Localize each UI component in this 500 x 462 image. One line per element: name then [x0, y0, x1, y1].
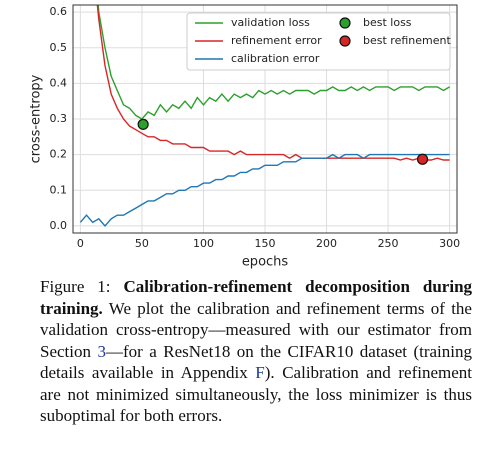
y-tick-label: 0.6: [50, 5, 68, 18]
chart: epochs cross-entropy 0.0 0.1 0.2 0.3 0.4 0.5 0…: [29, 4, 460, 270]
x-tick-label: 100: [193, 237, 214, 250]
series-line: [96, 5, 450, 161]
legend-label: validation loss: [231, 16, 310, 29]
appendix-ref[interactable]: F: [255, 363, 265, 382]
best-marker: [137, 118, 149, 130]
legend-label: refinement error: [231, 34, 322, 47]
section-ref[interactable]: 3: [97, 341, 106, 361]
y-tick-label: 0.4: [50, 76, 68, 89]
y-tick-label: 0.2: [50, 148, 68, 161]
legend-label: best refinement: [363, 34, 451, 47]
x-tick-label: 300: [439, 237, 460, 250]
legend-box: [186, 12, 451, 71]
x-tick-label: 250: [378, 237, 399, 250]
caption-text: —for a ResNet18 on the CIFAR10 dataset (…: [40, 341, 472, 383]
x-axis-label: epochs: [242, 255, 289, 270]
y-tick-label: 0.1: [50, 183, 68, 196]
y-tick-label: 0.0: [50, 219, 68, 232]
caption: Figure 1: Calibration-refinement decompo…: [40, 276, 472, 427]
best-marker: [416, 153, 429, 165]
legend-swatch: [339, 17, 351, 29]
x-tick-label: 50: [135, 237, 149, 250]
legend-label: best loss: [363, 16, 412, 29]
legend-swatch: [339, 35, 351, 47]
series-line: [79, 153, 450, 227]
caption-text: We plot the calibration and refinement t…: [40, 298, 472, 361]
x-tick-label: 200: [316, 237, 337, 250]
caption-label: Figure 1:: [40, 277, 111, 296]
y-tick-label: 0.5: [50, 41, 68, 54]
legend-label: calibration error: [231, 52, 320, 65]
plot-area: [79, 5, 450, 227]
y-axis-label: cross-entropy: [29, 74, 44, 163]
plot-frame: [72, 4, 458, 234]
x-tick-label: 150: [255, 237, 276, 250]
caption-title: Calibration-refinement decomposition dur…: [40, 277, 473, 318]
x-tick-label: 0: [77, 237, 84, 250]
caption-text: ). Calibration and refinement are not mi…: [40, 363, 472, 425]
y-tick-label: 0.3: [50, 112, 68, 125]
